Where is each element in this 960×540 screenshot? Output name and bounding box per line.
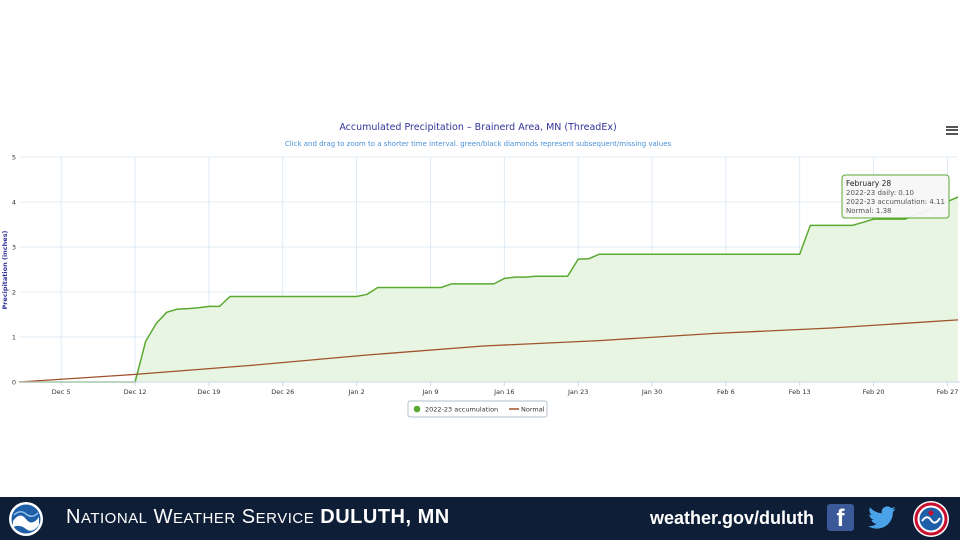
nws-logo-icon [913, 501, 949, 537]
legend-accumulation-label: 2022-23 accumulation [425, 406, 498, 414]
title-letter-w: W [153, 506, 173, 528]
y-tick-label: 0 [12, 379, 16, 387]
x-tick-label: Jan 16 [493, 388, 514, 396]
normal-line [18, 319, 959, 383]
nws-title: NATIONAL WEATHER SERVICE DULUTH, MN [66, 506, 450, 529]
legend-box [407, 400, 548, 418]
chart-title: Accumulated Precipitation – Brainerd Are… [339, 122, 616, 133]
x-tick-label: Dec 19 [197, 388, 220, 396]
x-tick-label: Dec 5 [52, 388, 71, 396]
title-letter-n: N [66, 506, 81, 528]
legend-normal-label: Normal [521, 406, 545, 414]
facebook-icon[interactable]: f [827, 504, 854, 531]
x-tick-label: Dec 12 [124, 388, 147, 396]
x-tick-label: Dec 26 [271, 388, 294, 396]
y-tick-label: 5 [12, 154, 16, 162]
legend[interactable]: 2022-23 accumulation Normal [407, 400, 548, 418]
accumulation-area [19, 197, 958, 382]
tooltip-title: February 28 [846, 179, 891, 188]
x-tick-label: Feb 27 [937, 388, 959, 396]
y-axis-label: Precipitation (inches) [1, 230, 9, 309]
title-national-rest: ATIONAL [80, 510, 148, 527]
site-url-link[interactable]: weather.gov/duluth [650, 508, 815, 528]
y-tick-label: 2 [12, 289, 16, 297]
tooltip-normal: Normal: 1.38 [846, 207, 892, 215]
footer-banner: NATIONAL WEATHER SERVICE DULUTH, MN weat… [0, 497, 960, 540]
y-tick-label: 3 [12, 244, 16, 252]
x-tick-label: Feb 13 [789, 388, 811, 396]
x-tick-label: Jan 9 [421, 388, 438, 396]
chart-menu-icon[interactable] [946, 124, 958, 136]
office-name: DULUTH, MN [320, 506, 450, 528]
y-axis-ticks: 0 1 2 3 4 5 [12, 154, 16, 387]
title-letter-s: S [241, 506, 256, 528]
x-tick-label: Feb 20 [863, 388, 885, 396]
tooltip-daily: 2022-23 daily: 0.10 [846, 189, 914, 197]
x-tick-label: Jan 30 [641, 388, 662, 396]
x-tick-label: Feb 6 [717, 388, 735, 396]
title-weather-rest: EATHER [172, 510, 236, 527]
tooltip: February 28 2022-23 daily: 0.10 2022-23 … [841, 174, 950, 219]
legend-item-normal[interactable]: Normal [509, 406, 545, 414]
x-axis-ticks: Dec 5 Dec 12 Dec 19 Dec 26 Jan 2 Jan 9 Jan 16 J… [52, 382, 959, 396]
legend-item-accumulation[interactable]: 2022-23 accumulation [413, 405, 498, 414]
y-tick-label: 1 [12, 334, 16, 342]
accumulation-line [19, 196, 959, 383]
y-tick-label: 4 [12, 199, 16, 207]
precipitation-chart[interactable]: Accumulated Precipitation – Brainerd Are… [0, 0, 960, 497]
x-tick-label: Jan 2 [348, 388, 365, 396]
x-tick-label: Jan 23 [567, 388, 588, 396]
noaa-logo-icon [9, 502, 43, 536]
series-layer[interactable] [18, 196, 959, 383]
tooltip-box [841, 174, 950, 219]
legend-accumulation-marker [413, 405, 421, 413]
title-service-rest: ERVICE [255, 510, 315, 527]
twitter-icon[interactable] [866, 503, 898, 533]
chart-subtitle: Click and drag to zoom to a shorter time… [285, 140, 672, 148]
tooltip-accumulation: 2022-23 accumulation: 4.11 [846, 198, 945, 206]
